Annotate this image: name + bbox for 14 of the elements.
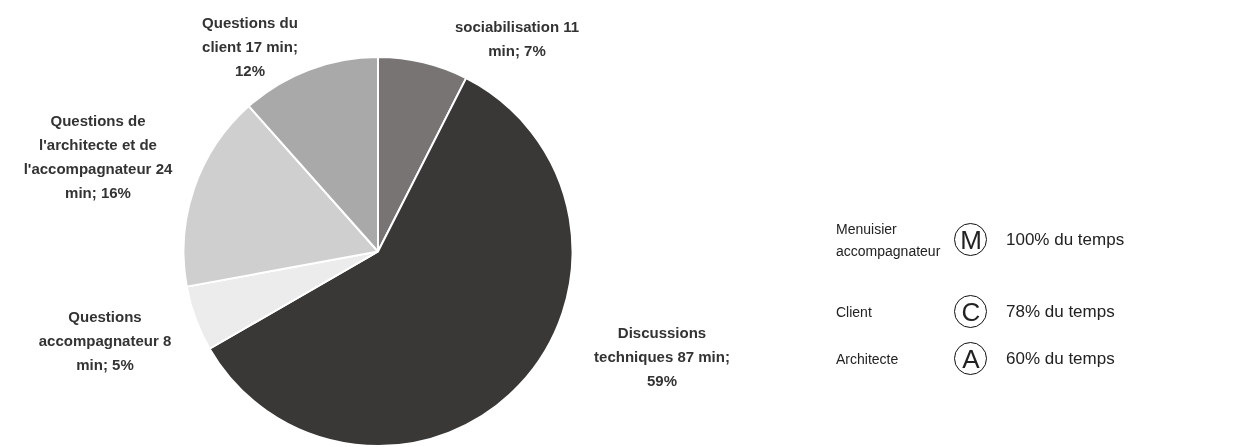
slice-label: Questions accompagnateur 8 min; 5% bbox=[38, 308, 172, 374]
slice-label: sociabilisation 11 min; 7% bbox=[454, 18, 580, 60]
text: Client bbox=[836, 303, 873, 322]
text: 78% du temps bbox=[1006, 302, 1115, 322]
text: Menuisier accompagnateur bbox=[836, 220, 942, 261]
slice-label: Questions du client 17 min; 12% bbox=[202, 14, 298, 80]
slice-label: Discussions techniques 87 min; 59% bbox=[594, 324, 730, 390]
text: 100% du temps bbox=[1006, 230, 1125, 250]
text: M bbox=[960, 224, 982, 256]
text: A bbox=[962, 343, 980, 375]
text: C bbox=[961, 296, 981, 328]
text: 60% du temps bbox=[1006, 349, 1115, 369]
slice-label: Questions de l'architecte et de l'accompagnateur 24 min; 16% bbox=[23, 112, 173, 202]
text: Architecte bbox=[836, 350, 900, 369]
